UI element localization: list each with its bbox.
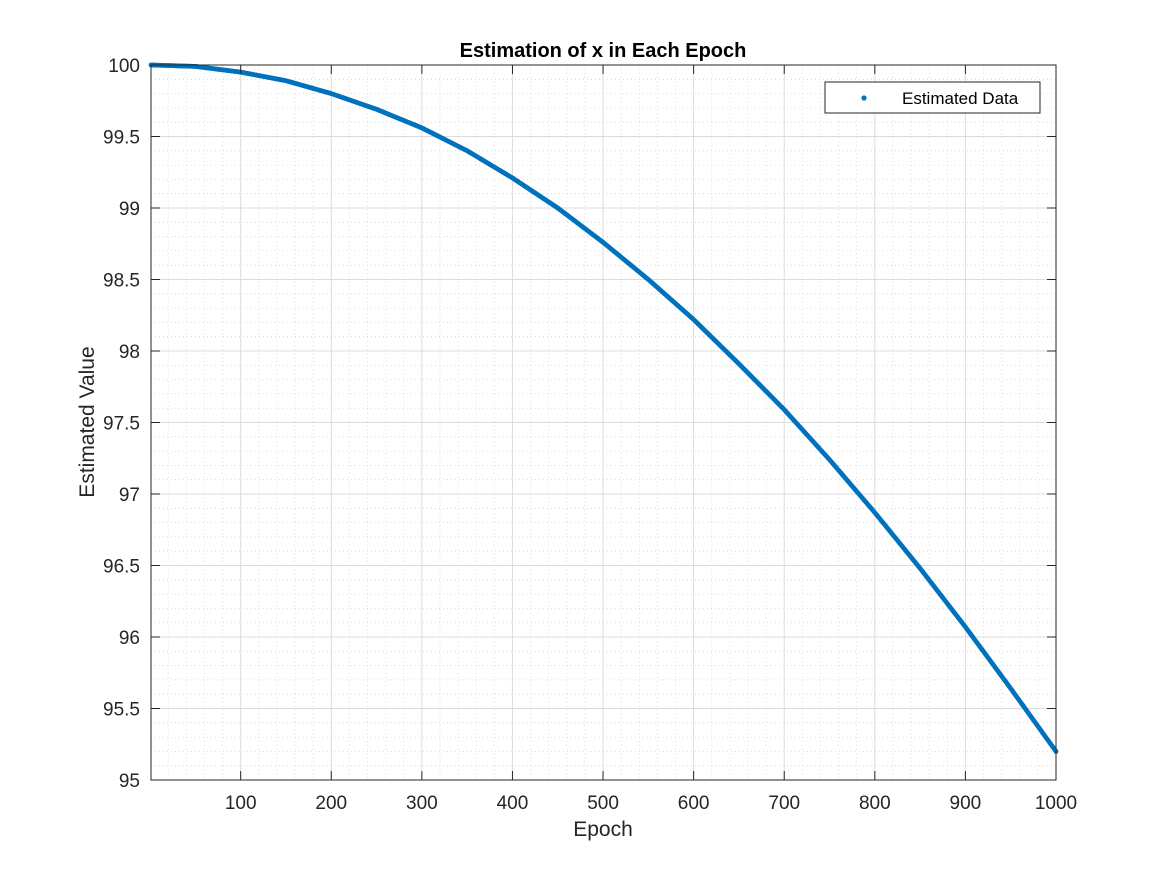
- chart-title: Estimation of x in Each Epoch: [460, 40, 747, 62]
- x-tick-label: 500: [587, 793, 619, 814]
- x-tick-label: 800: [859, 793, 891, 814]
- y-axis-label: Estimated Value: [76, 346, 99, 497]
- series-layer: [148, 62, 1059, 754]
- y-tick-label: 99: [119, 199, 140, 220]
- tick-marks: [151, 64, 1057, 781]
- x-axis-label: Epoch: [573, 818, 633, 841]
- y-tick-label: 96: [119, 628, 140, 649]
- legend-label: Estimated Data: [902, 89, 1019, 108]
- y-tick-label: 95.5: [103, 700, 140, 721]
- y-tick-label: 100: [108, 56, 140, 77]
- legend-box: [824, 81, 1041, 114]
- legend-marker: [861, 95, 867, 101]
- x-tick-label: 1000: [1035, 793, 1077, 814]
- x-tick-label: 700: [768, 793, 800, 814]
- y-tick-label: 97: [119, 485, 140, 506]
- y-tick-label: 97.5: [103, 414, 140, 435]
- legend: Estimated Data: [824, 81, 1041, 114]
- x-tick-label: 900: [950, 793, 982, 814]
- y-tick-label: 98.5: [103, 271, 140, 292]
- x-tick-label: 100: [225, 793, 257, 814]
- x-tick-label: 300: [406, 793, 438, 814]
- x-tick-labels: 100 200 300 400 500 600 700 800 900 1000: [225, 793, 1077, 814]
- x-tick-label: 200: [315, 793, 347, 814]
- y-tick-label: 95: [119, 771, 140, 792]
- x-tick-label: 600: [678, 793, 710, 814]
- y-tick-labels: 95 95.5 96 96.5 97 97.5 98 98.5 99 99.5 100: [103, 56, 140, 792]
- y-tick-label: 96.5: [103, 557, 140, 578]
- x-tick-label: 400: [497, 793, 529, 814]
- y-tick-label: 98: [119, 342, 140, 363]
- y-tick-label: 99.5: [103, 128, 140, 149]
